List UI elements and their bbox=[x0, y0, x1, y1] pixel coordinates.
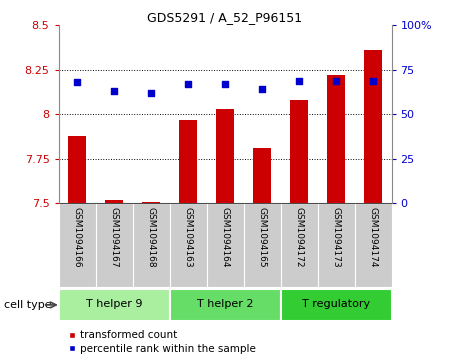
Bar bbox=[58, 289, 170, 321]
Bar bbox=[290, 100, 308, 203]
Point bbox=[369, 78, 377, 83]
Bar bbox=[105, 200, 123, 203]
Text: GSM1094173: GSM1094173 bbox=[332, 207, 341, 268]
Text: T regulatory: T regulatory bbox=[302, 299, 370, 309]
Point bbox=[110, 88, 117, 94]
Bar bbox=[170, 289, 280, 321]
Point bbox=[333, 78, 340, 83]
Text: GSM1094168: GSM1094168 bbox=[147, 207, 156, 268]
Text: GSM1094167: GSM1094167 bbox=[109, 207, 118, 268]
Title: GDS5291 / A_52_P96151: GDS5291 / A_52_P96151 bbox=[148, 11, 302, 24]
Bar bbox=[142, 201, 160, 203]
Legend: transformed count, percentile rank within the sample: transformed count, percentile rank withi… bbox=[64, 326, 261, 358]
Text: T helper 2: T helper 2 bbox=[197, 299, 253, 309]
Point bbox=[73, 79, 81, 85]
Bar bbox=[216, 109, 234, 203]
Text: GSM1094164: GSM1094164 bbox=[220, 207, 230, 268]
Point bbox=[148, 90, 155, 96]
Text: T helper 9: T helper 9 bbox=[86, 299, 142, 309]
Bar bbox=[280, 289, 392, 321]
Bar bbox=[179, 120, 197, 203]
Point bbox=[221, 81, 229, 87]
Text: GSM1094165: GSM1094165 bbox=[257, 207, 266, 268]
Text: GSM1094163: GSM1094163 bbox=[184, 207, 193, 268]
Bar bbox=[253, 148, 271, 203]
Bar bbox=[327, 75, 345, 203]
Point bbox=[184, 81, 192, 87]
Text: GSM1094172: GSM1094172 bbox=[294, 207, 303, 268]
Text: GSM1094174: GSM1094174 bbox=[369, 207, 378, 268]
Bar bbox=[364, 50, 382, 203]
Point bbox=[258, 86, 265, 92]
Text: cell type: cell type bbox=[4, 300, 52, 310]
Bar bbox=[68, 136, 86, 203]
Text: GSM1094166: GSM1094166 bbox=[72, 207, 81, 268]
Point bbox=[295, 78, 302, 83]
